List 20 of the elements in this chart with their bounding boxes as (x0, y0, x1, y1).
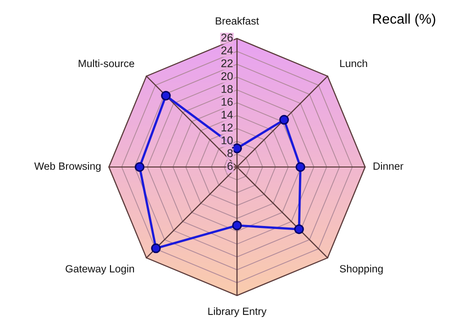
y-tick-label: 8 (227, 149, 233, 158)
y-tick-label: 18 (222, 85, 233, 93)
y-tick-label: 14 (222, 110, 233, 118)
y-tick-label: 6 (228, 162, 233, 170)
spoke-label: Dinner (374, 162, 404, 170)
y-tick-label: 24 (221, 46, 233, 54)
spoke-label: Library Entry (208, 307, 267, 318)
y-tick-label: 26 (221, 34, 233, 42)
y-tick-label: 20 (221, 72, 233, 80)
spoke-label: Multi-source (78, 60, 134, 68)
y-tick-label: 10 (222, 136, 233, 144)
spoke-label: Lunch (340, 60, 368, 68)
spoke-label: Breakfast (216, 16, 259, 25)
y-tick-label: 22 (221, 59, 233, 68)
chart-title: Recall (%) (373, 14, 436, 27)
spoke-label: Gateway Login (66, 264, 134, 274)
y-tick-label: 16 (222, 98, 233, 106)
spoke-label: Web Browsing (34, 162, 101, 172)
spoke-label: Shopping (340, 264, 383, 274)
y-tick-label: 12 (222, 124, 233, 132)
